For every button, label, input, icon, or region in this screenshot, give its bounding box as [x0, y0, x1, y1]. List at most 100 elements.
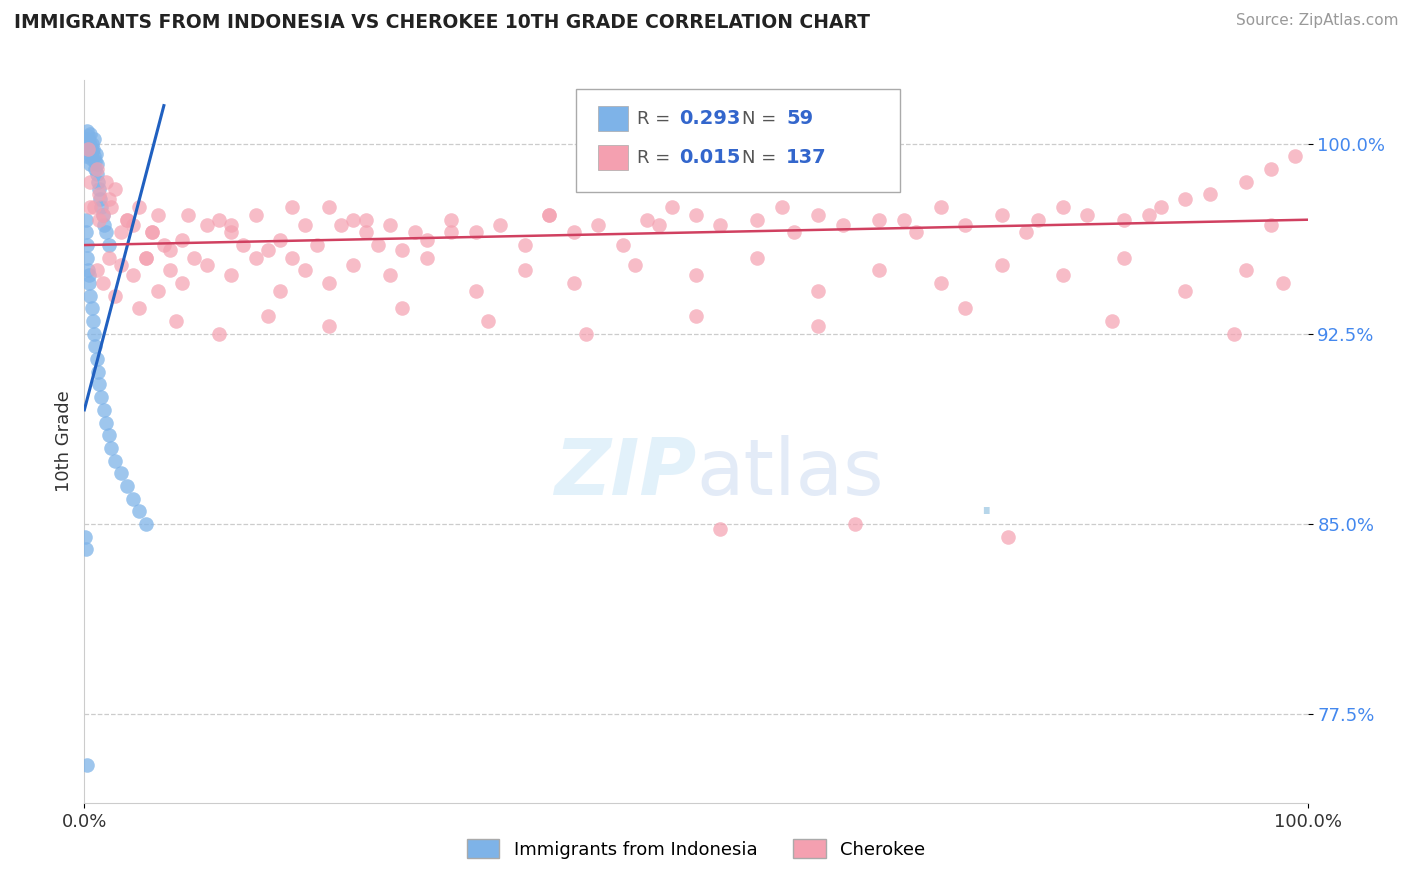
- Point: [91, 208, 114, 222]
- Point: [87, 377, 110, 392]
- Point: [869, 212, 891, 227]
- Point: [807, 208, 830, 222]
- Point: [844, 516, 866, 531]
- Point: [783, 226, 806, 240]
- Text: R =: R =: [637, 110, 676, 128]
- Point: [929, 200, 952, 214]
- Point: [93, 402, 115, 417]
- Point: [1236, 263, 1258, 277]
- Point: [97, 238, 120, 252]
- Point: [342, 212, 364, 227]
- Point: [575, 326, 598, 341]
- Point: [380, 218, 402, 232]
- Point: [177, 208, 200, 222]
- Point: [380, 268, 402, 283]
- Point: [90, 200, 112, 214]
- Point: [89, 193, 111, 207]
- Point: [135, 251, 157, 265]
- Point: [128, 200, 150, 214]
- Point: [807, 284, 830, 298]
- Point: [77, 129, 100, 144]
- Point: [953, 301, 976, 316]
- Point: [1114, 212, 1136, 227]
- Point: [1076, 208, 1098, 222]
- Point: [73, 530, 96, 544]
- Point: [83, 149, 105, 163]
- Point: [208, 326, 231, 341]
- Point: [76, 136, 98, 151]
- Point: [416, 233, 439, 247]
- Point: [172, 276, 194, 290]
- Text: N =: N =: [742, 149, 782, 167]
- Point: [110, 258, 132, 272]
- Point: [269, 284, 291, 298]
- Point: [79, 139, 101, 153]
- Point: [636, 212, 658, 227]
- Point: [905, 226, 928, 240]
- Point: [104, 289, 127, 303]
- Point: [991, 258, 1014, 272]
- Point: [281, 251, 304, 265]
- Point: [807, 319, 830, 334]
- Point: [305, 238, 328, 252]
- Point: [128, 504, 150, 518]
- Point: [87, 187, 110, 202]
- Point: [84, 339, 107, 353]
- Point: [538, 208, 561, 222]
- Point: [77, 146, 100, 161]
- Point: [172, 233, 194, 247]
- Point: [75, 131, 97, 145]
- Point: [80, 136, 103, 151]
- Point: [1150, 200, 1173, 214]
- Point: [440, 226, 463, 240]
- Point: [893, 212, 915, 227]
- Point: [79, 175, 101, 189]
- Text: 0.293: 0.293: [679, 109, 741, 128]
- Point: [86, 157, 108, 171]
- Text: ZIP: ZIP: [554, 435, 696, 511]
- Point: [77, 142, 100, 156]
- Point: [79, 127, 101, 141]
- Point: [75, 149, 97, 163]
- Point: [318, 200, 340, 214]
- Point: [354, 226, 377, 240]
- Point: [294, 263, 316, 277]
- Text: 0.015: 0.015: [679, 148, 741, 168]
- Point: [195, 218, 218, 232]
- Text: 59: 59: [786, 109, 813, 128]
- Point: [84, 146, 107, 161]
- Point: [929, 276, 952, 290]
- Point: [91, 276, 114, 290]
- Point: [269, 233, 291, 247]
- Point: [83, 200, 105, 214]
- Point: [97, 428, 120, 442]
- Point: [1198, 187, 1220, 202]
- Point: [464, 284, 486, 298]
- Point: [991, 208, 1014, 222]
- Point: [90, 390, 112, 404]
- Point: [953, 218, 976, 232]
- Text: R =: R =: [637, 149, 676, 167]
- Point: [219, 226, 242, 240]
- Point: [257, 243, 280, 257]
- Point: [183, 251, 205, 265]
- Point: [100, 441, 122, 455]
- Point: [997, 530, 1019, 544]
- Point: [562, 226, 585, 240]
- Point: [159, 243, 181, 257]
- Point: [586, 218, 609, 232]
- Point: [1223, 326, 1246, 341]
- Point: [440, 212, 463, 227]
- Point: [1052, 268, 1074, 283]
- Point: [685, 268, 707, 283]
- Point: [79, 289, 101, 303]
- Point: [115, 212, 138, 227]
- Point: [562, 276, 585, 290]
- Point: [1260, 218, 1282, 232]
- Point: [1114, 251, 1136, 265]
- Point: [831, 218, 853, 232]
- Point: [661, 200, 683, 214]
- Point: [75, 542, 97, 557]
- Point: [330, 218, 353, 232]
- Point: [104, 453, 127, 467]
